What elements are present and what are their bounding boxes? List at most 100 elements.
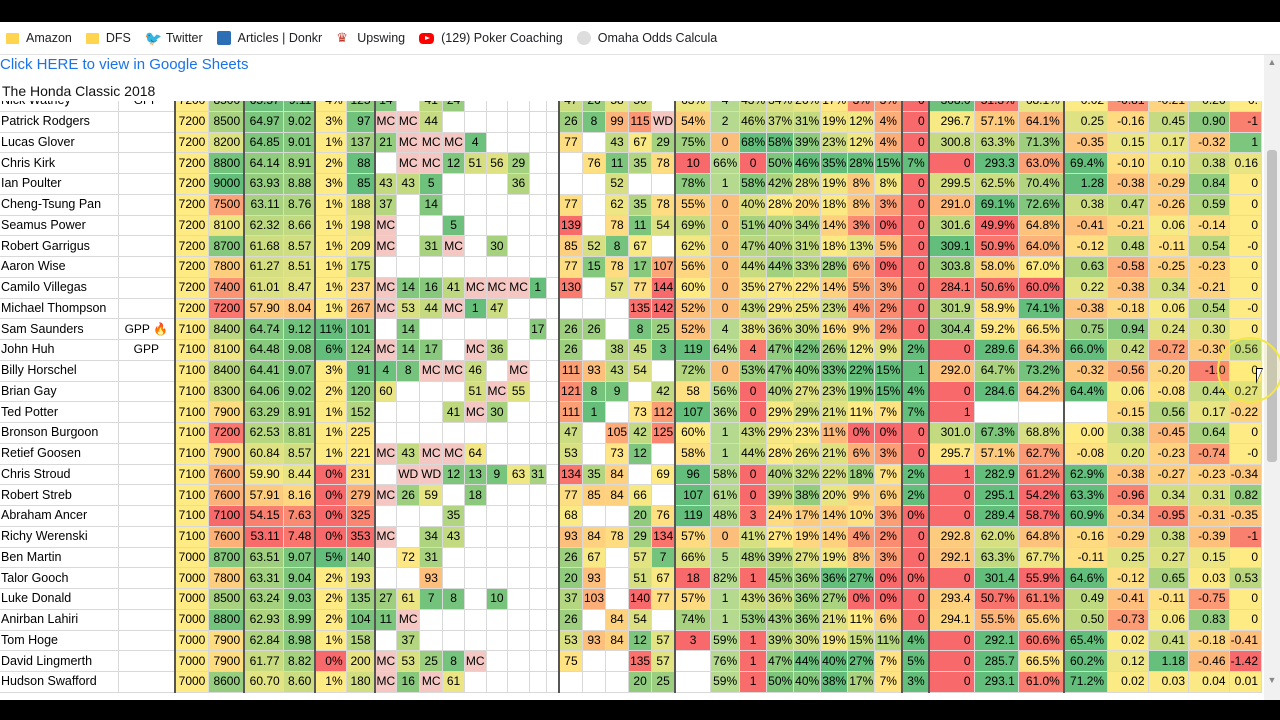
data-cell[interactable]: 28% [766,193,795,216]
data-cell[interactable]: 1 [710,422,741,444]
data-cell[interactable]: 43% [739,101,768,112]
data-cell[interactable]: 0 [901,131,930,154]
data-cell[interactable]: -0.18 [1107,297,1149,320]
data-cell[interactable] [419,256,444,278]
data-cell[interactable]: 30% [793,318,822,340]
table-row[interactable]: Michael Thompson 7200 7200 57.90 8.04 1% 267 MC… [0,297,1262,320]
data-cell[interactable]: 225 [345,422,376,444]
data-cell[interactable]: 29% [766,401,795,423]
data-cell[interactable] [442,110,465,133]
data-cell[interactable]: 85 [581,484,607,506]
data-cell[interactable] [485,359,509,382]
data-cell[interactable] [651,235,677,257]
data-cell[interactable]: 4 [739,339,768,361]
data-cell[interactable]: 7100 [174,318,210,340]
data-cell[interactable]: 64.48 [243,339,284,361]
data-cell[interactable] [507,671,530,693]
data-cell[interactable]: 293.4 [928,588,975,610]
data-cell[interactable]: 2% [314,608,347,631]
data-cell[interactable]: -0.41 [1228,629,1262,652]
data-cell[interactable] [651,101,677,112]
data-cell[interactable]: 0.25 [1063,110,1109,133]
tag-cell[interactable] [117,276,176,299]
table-row[interactable]: Robert Streb 7100 7600 57.91 8.16 0% 279 MC 26 59… [0,484,1262,506]
table-row[interactable]: Chris Stroud 7100 7600 59.90 8.44 0% 231 WD WD 12… [0,463,1262,486]
data-cell[interactable]: 85 [558,235,583,257]
player-name-cell[interactable]: Bronson Burgoon [0,422,119,444]
data-cell[interactable]: 9 [485,463,509,486]
table-row[interactable]: John Huh GPP 7100 8100 64.48 9.08 6% 124 MC 14 17 M… [0,339,1262,361]
data-cell[interactable]: 17% [847,671,876,693]
data-cell[interactable]: 1.18 [1147,650,1190,672]
data-cell[interactable] [507,235,530,257]
data-cell[interactable]: 6% [314,339,347,361]
data-cell[interactable]: 40% [766,235,795,257]
data-cell[interactable] [374,463,398,486]
data-cell[interactable]: 0.15 [1188,546,1230,569]
data-cell[interactable]: 71.2% [1063,671,1109,693]
data-cell[interactable]: 9.11 [282,101,317,112]
data-cell[interactable] [628,173,653,195]
data-cell[interactable]: 1 [1228,131,1262,154]
data-cell[interactable]: 0% [874,422,904,444]
table-row[interactable]: Retief Goosen 7100 7900 60.84 8.57 1% 221 MC 43 M… [0,442,1262,465]
data-cell[interactable]: 3% [874,101,904,112]
player-name-cell[interactable]: Nick Watney [0,101,119,112]
data-cell[interactable]: MC [396,608,421,631]
table-row[interactable]: Ted Potter 7100 7900 63.29 8.91 1% 152 41 MC 30 11… [0,401,1262,423]
data-cell[interactable]: 19% [820,110,849,133]
data-cell[interactable]: 23% [793,422,822,444]
data-cell[interactable] [442,422,465,444]
data-cell[interactable]: 231 [345,463,376,486]
data-cell[interactable] [419,380,444,403]
data-cell[interactable]: 54.15 [243,505,284,527]
data-cell[interactable]: 40% [739,193,768,216]
data-cell[interactable] [545,442,560,465]
data-cell[interactable]: 63.93 [243,173,284,195]
data-cell[interactable]: 7 [651,546,677,569]
data-cell[interactable]: 0 [739,380,768,403]
tag-cell[interactable] [117,256,176,278]
data-cell[interactable]: 9.01 [282,131,317,154]
data-cell[interactable] [374,318,398,340]
data-cell[interactable]: 0% [874,588,904,610]
player-name-cell[interactable]: Tom Hoge [0,629,119,652]
data-cell[interactable]: 4 [710,318,741,340]
data-cell[interactable] [528,671,547,693]
data-cell[interactable]: 135 [628,650,653,672]
data-cell[interactable]: 58.9% [973,297,1019,320]
data-cell[interactable]: 93 [581,567,607,589]
data-cell[interactable] [485,650,509,672]
data-cell[interactable] [545,235,560,257]
data-cell[interactable]: 0.27 [1228,380,1262,403]
data-cell[interactable] [605,546,630,569]
data-cell[interactable]: 63 [507,463,530,486]
data-cell[interactable]: 0% [314,505,347,527]
data-cell[interactable] [442,484,465,506]
data-cell[interactable]: 30 [485,235,509,257]
data-cell[interactable]: 53 [396,650,421,672]
data-cell[interactable]: 29% [766,422,795,444]
player-name-cell[interactable]: Luke Donald [0,588,119,610]
data-cell[interactable]: 26 [581,101,607,112]
data-cell[interactable]: 309.1 [928,235,975,257]
data-cell[interactable]: 7000 [174,629,210,652]
data-cell[interactable]: 15% [874,152,904,174]
data-cell[interactable]: 20 [558,567,583,589]
data-cell[interactable]: 5% [314,546,347,569]
data-cell[interactable]: 2 [710,110,741,133]
data-cell[interactable]: 0.38 [1188,152,1230,174]
data-cell[interactable]: 0.48 [1107,235,1149,257]
data-cell[interactable]: 15% [874,380,904,403]
data-cell[interactable]: MC [463,650,487,672]
data-cell[interactable]: 8% [847,546,876,569]
data-cell[interactable]: 44 [419,110,444,133]
data-cell[interactable]: 5 [710,546,741,569]
data-cell[interactable]: 0.45 [1147,110,1190,133]
data-cell[interactable]: 59% [710,671,741,693]
data-cell[interactable]: 77 [558,484,583,506]
data-cell[interactable] [605,567,630,589]
data-cell[interactable]: 198 [345,214,376,237]
data-cell[interactable]: 20% [793,193,822,216]
data-cell[interactable]: WD [396,463,421,486]
